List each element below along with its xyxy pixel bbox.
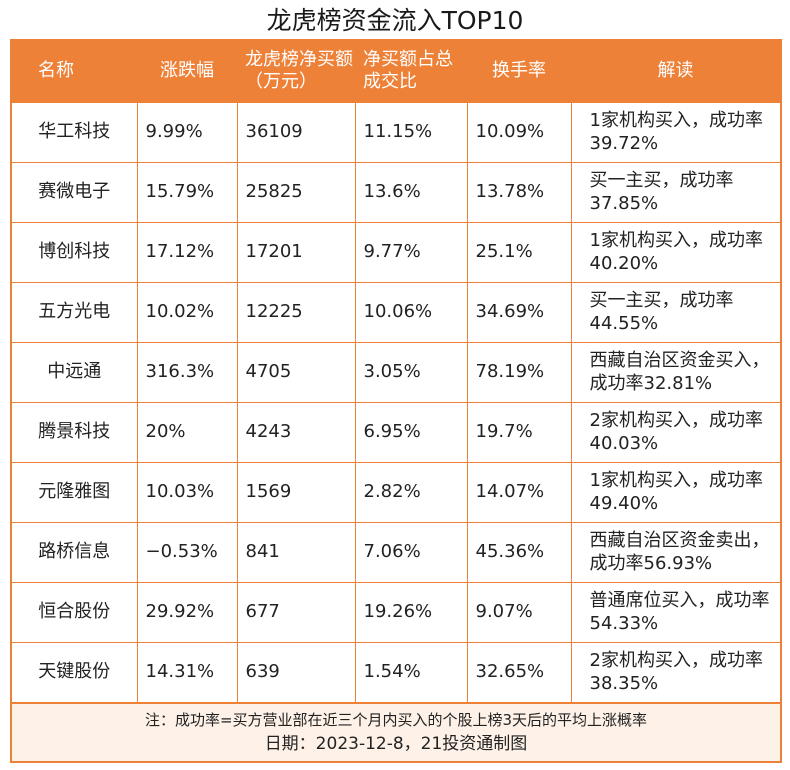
table-row: 路桥信息 −0.53% 841 7.06% 45.36% 西藏自治区资金卖出，成… xyxy=(12,521,780,583)
net-ratio-cell: 6.95% xyxy=(354,401,468,463)
change-cell: 10.02% xyxy=(136,281,238,343)
turnover-cell: 19.7% xyxy=(466,401,572,463)
net-ratio-cell: 19.26% xyxy=(354,581,468,643)
col-header-net-buy: 龙虎榜净买额（万元） xyxy=(237,41,355,102)
page-title: 龙虎榜资金流入TOP10 xyxy=(266,6,524,35)
change-cell: 10.03% xyxy=(136,461,238,523)
table-row: 五方光电 10.02% 12225 10.06% 34.69% 买一主买，成功率… xyxy=(12,281,780,343)
header-row: 名称 涨跌幅 龙虎榜净买额（万元） 净买额占总成交比 换手率 解读 xyxy=(12,41,780,102)
table-row: 腾景科技 20% 4243 6.95% 19.7% 2家机构买入，成功率40.0… xyxy=(12,401,780,463)
footnote: 注：成功率=买方营业部在近三个月内买入的个股上榜3天后的平均上涨概率 xyxy=(144,711,648,729)
turnover-cell: 34.69% xyxy=(466,281,572,343)
turnover-cell: 14.07% xyxy=(466,461,572,523)
table-row: 恒合股份 29.92% 677 19.26% 9.07% 普通席位买入，成功率5… xyxy=(12,581,780,643)
reading-cell: 买一主买，成功率37.85% xyxy=(570,161,780,223)
net-buy-cell: 841 xyxy=(236,521,356,583)
table-row: 博创科技 17.12% 17201 9.77% 25.1% 1家机构买入，成功率… xyxy=(12,221,780,283)
net-buy-cell: 677 xyxy=(236,581,356,643)
col-header-net-ratio: 净买额占总成交比 xyxy=(355,41,467,102)
net-ratio-cell: 3.05% xyxy=(354,341,468,403)
reading-cell: 1家机构买入，成功率49.40% xyxy=(570,461,780,523)
reading-cell: 西藏自治区资金买入，成功率32.81% xyxy=(570,341,780,403)
table-row: 华工科技 9.99% 36109 11.15% 10.09% 1家机构买入，成功… xyxy=(12,101,780,163)
net-buy-cell: 1569 xyxy=(236,461,356,523)
top10-table: 名称 涨跌幅 龙虎榜净买额（万元） 净买额占总成交比 换手率 解读 华工科技 9… xyxy=(12,41,780,703)
stock-name: 华工科技 xyxy=(12,101,138,163)
date-source-line: 日期：2023-12-8，21投资通制图 xyxy=(264,734,528,754)
col-header-change: 涨跌幅 xyxy=(137,41,237,102)
change-cell: −0.53% xyxy=(136,521,238,583)
footer: 注：成功率=买方营业部在近三个月内买入的个股上榜3天后的平均上涨概率 日期：20… xyxy=(12,703,780,761)
stock-name: 五方光电 xyxy=(12,281,138,343)
turnover-cell: 25.1% xyxy=(466,221,572,283)
stock-name: 天键股份 xyxy=(12,641,138,703)
stock-name: 元隆雅图 xyxy=(12,461,138,523)
table-frame: 名称 涨跌幅 龙虎榜净买额（万元） 净买额占总成交比 换手率 解读 华工科技 9… xyxy=(10,39,782,763)
change-cell: 29.92% xyxy=(136,581,238,643)
net-ratio-cell: 11.15% xyxy=(354,101,468,163)
net-buy-cell: 17201 xyxy=(236,221,356,283)
turnover-cell: 45.36% xyxy=(466,521,572,583)
net-buy-cell: 12225 xyxy=(236,281,356,343)
table-row: 元隆雅图 10.03% 1569 2.82% 14.07% 1家机构买入，成功率… xyxy=(12,461,780,523)
table-row: 中远通 316.3% 4705 3.05% 78.19% 西藏自治区资金买入，成… xyxy=(12,341,780,403)
stock-name: 路桥信息 xyxy=(12,521,138,583)
stock-name: 恒合股份 xyxy=(12,581,138,643)
net-buy-cell: 4705 xyxy=(236,341,356,403)
net-buy-cell: 25825 xyxy=(236,161,356,223)
net-ratio-cell: 10.06% xyxy=(354,281,468,343)
change-cell: 9.99% xyxy=(136,101,238,163)
net-ratio-cell: 9.77% xyxy=(354,221,468,283)
turnover-cell: 78.19% xyxy=(466,341,572,403)
change-cell: 20% xyxy=(136,401,238,463)
reading-cell: 买一主买，成功率44.55% xyxy=(570,281,780,343)
turnover-cell: 13.78% xyxy=(466,161,572,223)
turnover-cell: 9.07% xyxy=(466,581,572,643)
net-buy-cell: 4243 xyxy=(236,401,356,463)
reading-cell: 1家机构买入，成功率39.72% xyxy=(570,101,780,163)
stock-name: 腾景科技 xyxy=(12,401,138,463)
turnover-cell: 32.65% xyxy=(466,641,572,703)
reading-cell: 2家机构买入，成功率40.03% xyxy=(570,401,780,463)
change-cell: 15.79% xyxy=(136,161,238,223)
stock-name: 中远通 xyxy=(12,341,138,403)
reading-cell: 2家机构买入，成功率38.35% xyxy=(570,641,780,703)
stock-name: 博创科技 xyxy=(12,221,138,283)
table-row: 赛微电子 15.79% 25825 13.6% 13.78% 买一主买，成功率3… xyxy=(12,161,780,223)
col-header-reading: 解读 xyxy=(571,41,780,102)
change-cell: 14.31% xyxy=(136,641,238,703)
net-ratio-cell: 2.82% xyxy=(354,461,468,523)
change-cell: 316.3% xyxy=(136,341,238,403)
reading-cell: 普通席位买入，成功率54.33% xyxy=(570,581,780,643)
change-cell: 17.12% xyxy=(136,221,238,283)
stock-name: 赛微电子 xyxy=(12,161,138,223)
reading-cell: 1家机构买入，成功率40.20% xyxy=(570,221,780,283)
table-row: 天键股份 14.31% 639 1.54% 32.65% 2家机构买入，成功率3… xyxy=(12,641,780,703)
net-buy-cell: 36109 xyxy=(236,101,356,163)
net-ratio-cell: 13.6% xyxy=(354,161,468,223)
net-ratio-cell: 7.06% xyxy=(354,521,468,583)
net-ratio-cell: 1.54% xyxy=(354,641,468,703)
col-header-turnover: 换手率 xyxy=(467,41,571,102)
reading-cell: 西藏自治区资金卖出，成功率56.93% xyxy=(570,521,780,583)
col-header-name: 名称 xyxy=(12,41,137,102)
net-buy-cell: 639 xyxy=(236,641,356,703)
turnover-cell: 10.09% xyxy=(466,101,572,163)
